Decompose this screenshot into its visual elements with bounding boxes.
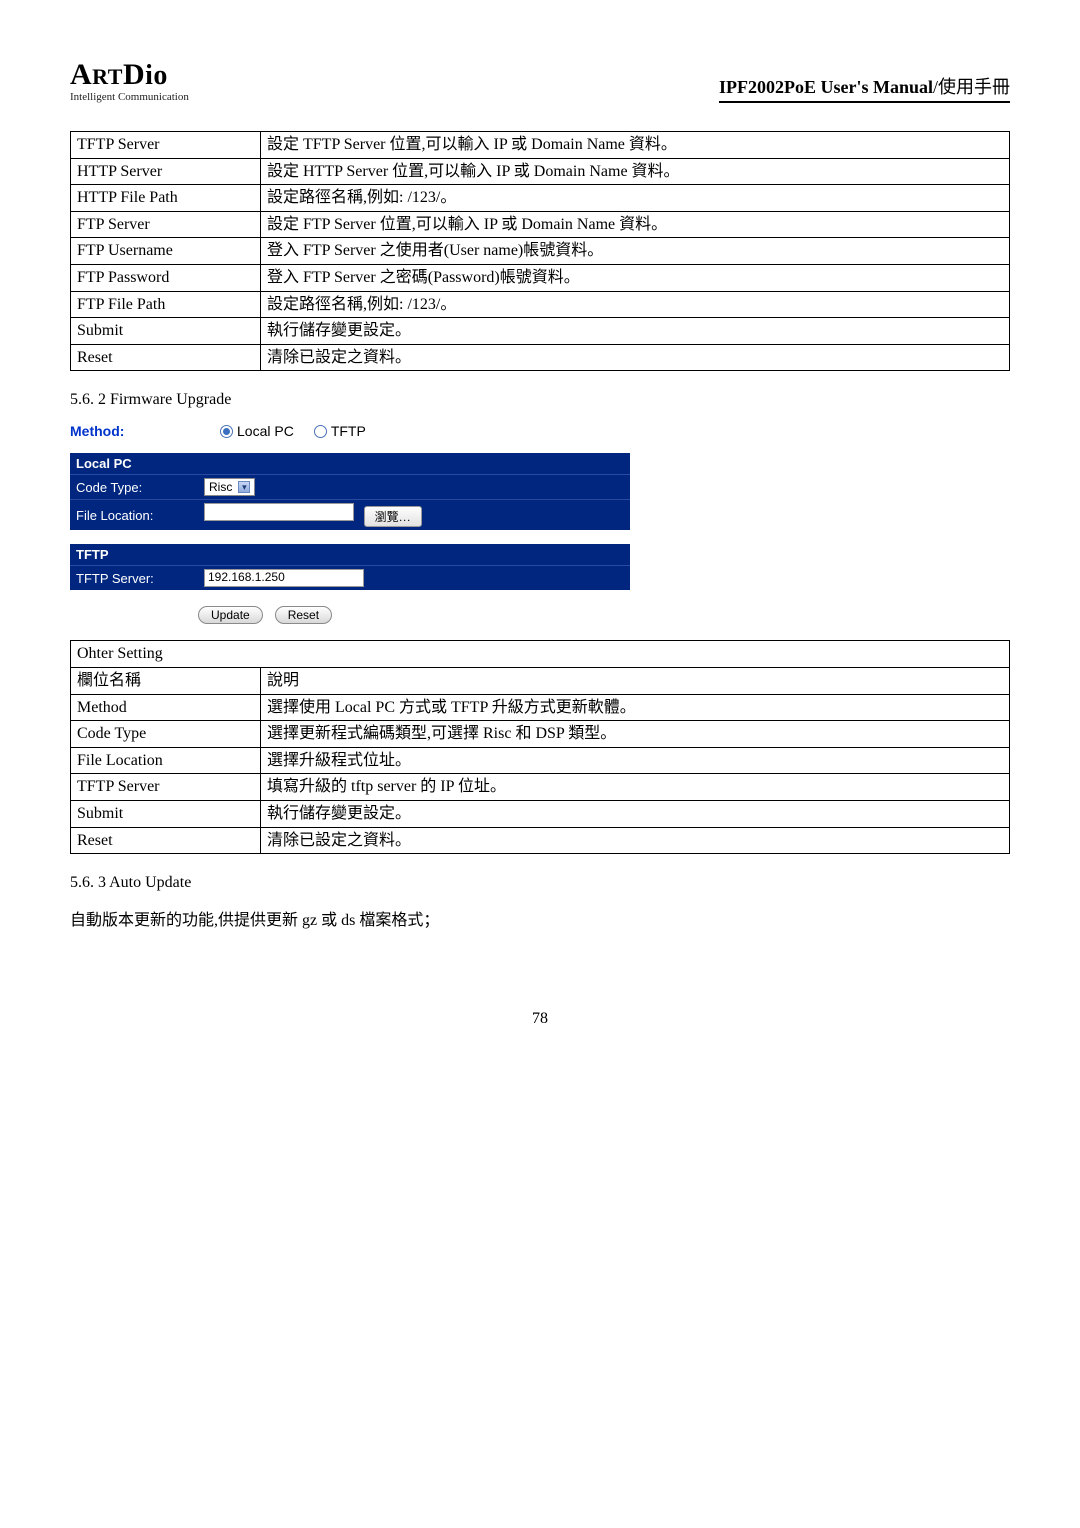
cell-desc: 登入 FTP Server 之使用者(User name)帳號資料。 — [261, 238, 1010, 265]
table-row: Method選擇使用 Local PC 方式或 TFTP 升級方式更新軟體。 — [71, 694, 1010, 721]
cell-name: Method — [71, 694, 261, 721]
tftp-server-cell: 192.168.1.250 — [198, 566, 630, 591]
table-row: TFTP Server設定 TFTP Server 位置,可以輸入 IP 或 D… — [71, 132, 1010, 159]
cell-name: Submit — [71, 800, 261, 827]
logo-subtitle: Intelligent Communication — [70, 92, 189, 103]
cell-name: Reset — [71, 827, 261, 854]
section-heading-auto-update: 5.6. 3 Auto Update — [70, 874, 1010, 892]
cell-name: TFTP Server — [71, 774, 261, 801]
method-label: Method: — [70, 423, 220, 439]
browse-button[interactable]: 瀏覽… — [364, 506, 422, 527]
table-row: TFTP Server填寫升級的 tftp server 的 IP 位址。 — [71, 774, 1010, 801]
table-row: Submit執行儲存變更設定。 — [71, 800, 1010, 827]
auto-update-text: 自動版本更新的功能,供提供更新 gz 或 ds 檔案格式； — [70, 906, 1010, 930]
table2-caption: Ohter Setting — [71, 641, 1010, 668]
cell-desc: 執行儲存變更設定。 — [261, 800, 1010, 827]
table-row: Code Type選擇更新程式編碼類型,可選擇 Risc 和 DSP 類型。 — [71, 721, 1010, 748]
cell-desc: 選擇升級程式位址。 — [261, 747, 1010, 774]
button-row: Update Reset — [198, 606, 1010, 624]
code-type-label: Code Type: — [70, 475, 198, 500]
table-row: Reset清除已設定之資料。 — [71, 344, 1010, 371]
file-location-input[interactable] — [204, 503, 354, 521]
method-radio-group: Local PC TFTP — [220, 423, 366, 439]
tftp-server-input[interactable]: 192.168.1.250 — [204, 569, 364, 587]
table-row: HTTP Server設定 HTTP Server 位置,可以輸入 IP 或 D… — [71, 158, 1010, 185]
table-row: File Location選擇升級程式位址。 — [71, 747, 1010, 774]
settings-table-2: Ohter Setting 欄位名稱說明 Method選擇使用 Local PC… — [70, 640, 1010, 854]
radio-empty-icon — [314, 425, 327, 438]
cell-name: FTP Password — [71, 264, 261, 291]
file-location-cell: 瀏覽… — [198, 500, 630, 531]
cell-desc: 清除已設定之資料。 — [261, 827, 1010, 854]
table-row: FTP Server設定 FTP Server 位置,可以輸入 IP 或 Dom… — [71, 211, 1010, 238]
cell-desc: 填寫升級的 tftp server 的 IP 位址。 — [261, 774, 1010, 801]
cell-desc: 清除已設定之資料。 — [261, 344, 1010, 371]
cell-name: HTTP File Path — [71, 185, 261, 212]
local-pc-header: Local PC — [70, 453, 630, 475]
cell-name: FTP Server — [71, 211, 261, 238]
table-row: 欄位名稱說明 — [71, 667, 1010, 694]
method-row: Method: Local PC TFTP — [70, 423, 1010, 439]
document-title: IPF2002PoE User's Manual/使用手冊 — [719, 73, 1010, 103]
cell-desc: 設定 HTTP Server 位置,可以輸入 IP 或 Domain Name … — [261, 158, 1010, 185]
radio-tftp[interactable]: TFTP — [314, 423, 366, 439]
settings-table-1: TFTP Server設定 TFTP Server 位置,可以輸入 IP 或 D… — [70, 131, 1010, 371]
cell-name: 欄位名稱 — [71, 667, 261, 694]
document-title-bold: IPF2002PoE User's Manual — [719, 77, 933, 97]
radio-tftp-label: TFTP — [331, 423, 366, 439]
table-row: FTP Password登入 FTP Server 之密碼(Password)帳… — [71, 264, 1010, 291]
local-pc-panel: Local PC Code Type: Risc ▾ File Location… — [70, 453, 630, 530]
page-number: 78 — [70, 1010, 1010, 1028]
table-row: Ohter Setting — [71, 641, 1010, 668]
tftp-panel: TFTP TFTP Server: 192.168.1.250 — [70, 544, 630, 590]
page-header: ARTDio Intelligent Communication IPF2002… — [70, 60, 1010, 103]
cell-desc: 執行儲存變更設定。 — [261, 318, 1010, 345]
radio-dot-icon — [220, 425, 233, 438]
radio-local-pc-label: Local PC — [237, 423, 294, 439]
cell-name: FTP Username — [71, 238, 261, 265]
cell-name: File Location — [71, 747, 261, 774]
logo-text: ARTDio — [70, 60, 189, 90]
file-location-label: File Location: — [70, 500, 198, 531]
cell-desc: 選擇更新程式編碼類型,可選擇 Risc 和 DSP 類型。 — [261, 721, 1010, 748]
cell-desc: 設定 FTP Server 位置,可以輸入 IP 或 Domain Name 資… — [261, 211, 1010, 238]
reset-button[interactable]: Reset — [275, 606, 332, 624]
cell-name: FTP File Path — [71, 291, 261, 318]
cell-desc: 設定 TFTP Server 位置,可以輸入 IP 或 Domain Name … — [261, 132, 1010, 159]
table-row: FTP Username登入 FTP Server 之使用者(User name… — [71, 238, 1010, 265]
cell-name: Reset — [71, 344, 261, 371]
cell-name: HTTP Server — [71, 158, 261, 185]
cell-name: TFTP Server — [71, 132, 261, 159]
document-title-rest: /使用手冊 — [933, 77, 1010, 97]
cell-desc: 設定路徑名稱,例如: /123/。 — [261, 185, 1010, 212]
page-root: ARTDio Intelligent Communication IPF2002… — [0, 0, 1080, 1068]
cell-name: Code Type — [71, 721, 261, 748]
code-type-value: Risc — [209, 480, 232, 494]
cell-desc: 設定路徑名稱,例如: /123/。 — [261, 291, 1010, 318]
code-type-select[interactable]: Risc ▾ — [204, 478, 255, 496]
cell-name: Submit — [71, 318, 261, 345]
radio-local-pc[interactable]: Local PC — [220, 423, 294, 439]
tftp-server-label: TFTP Server: — [70, 566, 198, 591]
logo: ARTDio Intelligent Communication — [70, 60, 189, 103]
tftp-header: TFTP — [70, 544, 630, 566]
table-row: HTTP File Path設定路徑名稱,例如: /123/。 — [71, 185, 1010, 212]
table-row: Submit執行儲存變更設定。 — [71, 318, 1010, 345]
code-type-cell: Risc ▾ — [198, 475, 630, 500]
cell-desc: 說明 — [261, 667, 1010, 694]
section-heading-firmware: 5.6. 2 Firmware Upgrade — [70, 391, 1010, 409]
table-row: FTP File Path設定路徑名稱,例如: /123/。 — [71, 291, 1010, 318]
chevron-updown-icon: ▾ — [238, 481, 250, 493]
table-row: Reset清除已設定之資料。 — [71, 827, 1010, 854]
update-button[interactable]: Update — [198, 606, 263, 624]
cell-desc: 登入 FTP Server 之密碼(Password)帳號資料。 — [261, 264, 1010, 291]
cell-desc: 選擇使用 Local PC 方式或 TFTP 升級方式更新軟體。 — [261, 694, 1010, 721]
firmware-upgrade-form: Method: Local PC TFTP Local PC Code Type… — [70, 423, 1010, 624]
